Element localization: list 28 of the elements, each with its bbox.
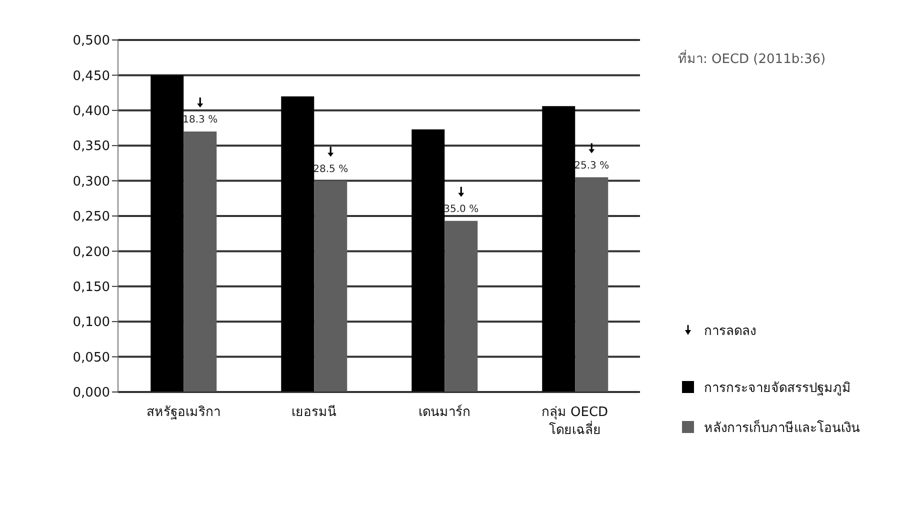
bar	[184, 132, 217, 392]
y-tick-label: 0,050	[72, 350, 110, 366]
y-tick-label: 0,500	[72, 34, 110, 49]
bar	[412, 129, 445, 392]
bar	[150, 75, 184, 392]
y-tick-label: 0,300	[72, 174, 110, 190]
y-tick-label: 0,000	[72, 386, 110, 401]
bar	[281, 96, 314, 392]
legend-label: การกระจายจัดสรรปฐมภูมิ	[704, 380, 851, 398]
y-tick-label: 0,400	[72, 104, 110, 120]
x-tick-label: กลุ่ม OECD โดยเฉลี่ย	[541, 405, 608, 438]
x-tick-label: สหรัฐอเมริกา	[146, 405, 220, 420]
y-tick-label: 0,450	[72, 68, 110, 84]
x-tick-label: เยอรมนี	[291, 404, 336, 420]
y-tick-label: 0,200	[72, 244, 110, 260]
y-tick-label: 0,250	[72, 210, 110, 225]
y-tick-label: 0,100	[72, 315, 110, 330]
x-tick-label: เดนมาร์ก	[418, 404, 470, 420]
legend-label: หลังการเก็บภาษีและโอนเงิน	[704, 418, 860, 438]
bar	[444, 220, 478, 392]
text: การลดลง	[704, 322, 756, 340]
bar	[575, 177, 608, 392]
y-tick-label: 0,150	[72, 280, 110, 296]
bar	[314, 180, 348, 392]
text: ที่มา: OECD (2011b:36)	[678, 48, 826, 69]
y-tick-label: 0,350	[72, 139, 110, 154]
annotation: 18.3 %	[182, 114, 218, 126]
bar	[542, 106, 576, 392]
